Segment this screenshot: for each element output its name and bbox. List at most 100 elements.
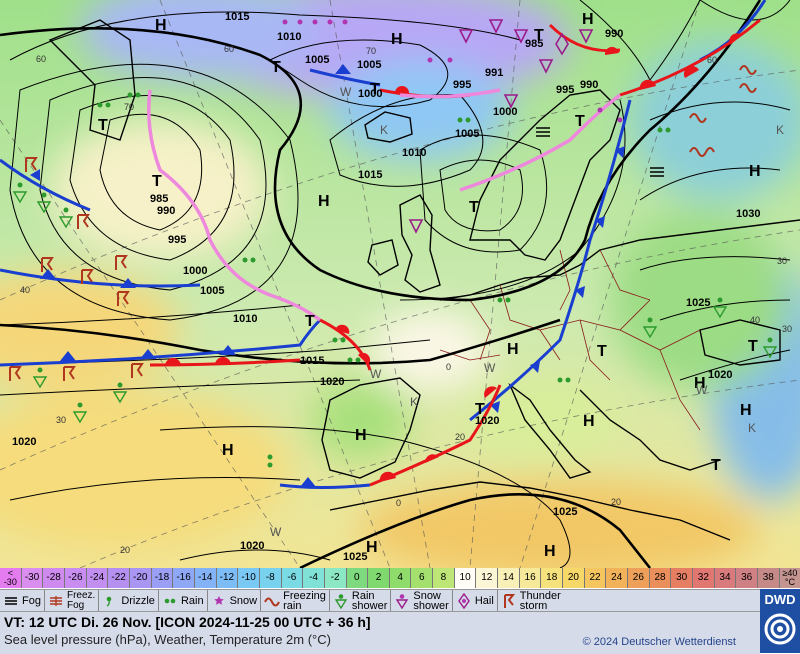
legend-rain-shower: Rain shower bbox=[330, 590, 392, 612]
high-label: H bbox=[544, 543, 556, 560]
svg-text:30: 30 bbox=[56, 415, 66, 425]
low-label: T bbox=[475, 401, 485, 418]
isobar-label: 1000 bbox=[493, 106, 517, 118]
rain-shower-icon bbox=[12, 182, 778, 424]
legend-drizzle: Drizzle bbox=[99, 590, 159, 612]
svg-text:W: W bbox=[696, 383, 708, 397]
balkans-coast bbox=[579, 389, 721, 471]
isobar-label: 1005 bbox=[305, 54, 329, 66]
svg-text:W: W bbox=[340, 85, 352, 99]
greenland-coast bbox=[48, 19, 136, 141]
scale-cell: -10 bbox=[238, 568, 260, 588]
isobar-label: 1025 bbox=[343, 551, 367, 563]
isobar-label: 1005 bbox=[455, 128, 479, 140]
low-label: T bbox=[575, 113, 585, 130]
isobar-label: 1020 bbox=[240, 540, 264, 552]
scale-cell: 16 bbox=[519, 568, 542, 588]
scale-cell-first: < -30 bbox=[0, 568, 22, 588]
freezing-fog-icon bbox=[49, 596, 62, 606]
legend-hail: Hail bbox=[453, 590, 498, 612]
temperature-contour-labels: 60 60 70 70 60 40 40 30 30 20 20 0 0 20 … bbox=[20, 44, 792, 555]
high-label: H bbox=[694, 375, 706, 392]
freezing-rain-icon bbox=[689, 65, 757, 157]
scale-cell: -18 bbox=[151, 568, 174, 588]
isobar-label: 1010 bbox=[233, 313, 257, 325]
scale-cell: 28 bbox=[649, 568, 672, 588]
svg-text:40: 40 bbox=[20, 285, 30, 295]
isobar-label: 1020 bbox=[708, 369, 732, 381]
isobar-label: 1000 bbox=[358, 88, 382, 100]
isobar-label: 1025 bbox=[553, 506, 577, 518]
british-isles-coast bbox=[399, 194, 441, 293]
scandinavia-coast bbox=[469, 89, 621, 261]
isobar-label: 995 bbox=[168, 234, 186, 246]
scale-cell: 0 bbox=[346, 568, 369, 588]
scale-cell: 12 bbox=[476, 568, 499, 588]
svg-text:70: 70 bbox=[366, 46, 376, 56]
scale-cell: 2 bbox=[368, 568, 390, 588]
isobar-label: 1005 bbox=[200, 285, 224, 297]
isobar-label: 1020 bbox=[12, 436, 36, 448]
legend-freezing-rain: Freezing rain bbox=[261, 590, 330, 612]
isobar-label: 1030 bbox=[736, 208, 760, 220]
dwd-swirl-icon bbox=[764, 613, 796, 645]
rain-icon bbox=[97, 92, 671, 468]
high-label: H bbox=[366, 539, 378, 556]
high-label: H bbox=[749, 163, 761, 180]
svg-text:W: W bbox=[370, 367, 382, 381]
copyright-text: © 2024 Deutscher Wetterdienst bbox=[582, 636, 736, 648]
weather-map: H H H H H H H H H H H H H T T T T T T T … bbox=[0, 0, 800, 568]
isobar-label: 1015 bbox=[300, 355, 324, 367]
low-label: T bbox=[597, 343, 607, 360]
svg-text:30: 30 bbox=[777, 256, 787, 266]
coastlines bbox=[48, 19, 800, 541]
low-label: T bbox=[748, 338, 758, 355]
scale-cell: -28 bbox=[43, 568, 65, 588]
low-label: T bbox=[469, 199, 479, 216]
info-panel: VT: 12 UTC Di. 26 Nov. [ICON 2024-11-25 … bbox=[0, 611, 760, 654]
svg-text:W: W bbox=[484, 361, 496, 375]
africa-coast bbox=[329, 481, 731, 541]
scale-cell: 24 bbox=[606, 568, 629, 588]
scale-cell: 30 bbox=[671, 568, 693, 588]
hail-icon bbox=[555, 32, 569, 56]
svg-text:K: K bbox=[776, 123, 784, 137]
hail-icon bbox=[457, 593, 470, 609]
dwd-logo: DWD bbox=[760, 589, 800, 653]
temperature-scale: < -30 -30 -28 -26 -24 -22 -20 -18 -16 -14 -12 -10-… bbox=[0, 568, 800, 588]
low-label: T bbox=[711, 457, 721, 474]
iceland-coast bbox=[364, 111, 413, 143]
rain-shower-icon bbox=[334, 594, 348, 609]
high-label: H bbox=[740, 402, 752, 419]
isobar-label: 1000 bbox=[183, 265, 207, 277]
legend-fog: Fog bbox=[0, 590, 45, 612]
scale-cell: -16 bbox=[173, 568, 195, 588]
high-label: H bbox=[507, 341, 519, 358]
country-borders bbox=[439, 249, 701, 431]
svg-text:60: 60 bbox=[36, 54, 46, 64]
continent-coast bbox=[439, 219, 800, 301]
map-description: Sea level pressure (hPa), Weather, Tempe… bbox=[4, 632, 331, 647]
blacksea-coast bbox=[699, 319, 781, 366]
warm-front-bumps bbox=[165, 33, 742, 482]
low-label: T bbox=[305, 313, 315, 330]
isobar-label: 995 bbox=[453, 79, 471, 91]
scale-cell: 34 bbox=[714, 568, 737, 588]
occluded-fronts bbox=[147, 88, 622, 322]
valid-time-line: VT: 12 UTC Di. 26 Nov. [ICON 2024-11-25 … bbox=[4, 614, 371, 630]
high-label: H bbox=[155, 17, 167, 34]
scale-cell: 14 bbox=[498, 568, 520, 588]
legend-snow-shower: Snow shower bbox=[391, 590, 453, 612]
scale-cell: -30 bbox=[21, 568, 44, 588]
scale-cell: 6 bbox=[411, 568, 434, 588]
scale-cell: 8 bbox=[433, 568, 455, 588]
low-label: T bbox=[534, 27, 544, 44]
thunderstorm-icon bbox=[503, 594, 515, 608]
pressure-centers: H H H H H H H H H H H H H T T T T T T T … bbox=[98, 11, 761, 560]
letter-markers: K K K K W W W W W bbox=[270, 85, 784, 539]
svg-text:W: W bbox=[270, 525, 282, 539]
legend-thunderstorm: Thunder storm bbox=[498, 590, 564, 612]
snow-icon bbox=[213, 596, 224, 605]
scale-cell: -22 bbox=[108, 568, 130, 588]
